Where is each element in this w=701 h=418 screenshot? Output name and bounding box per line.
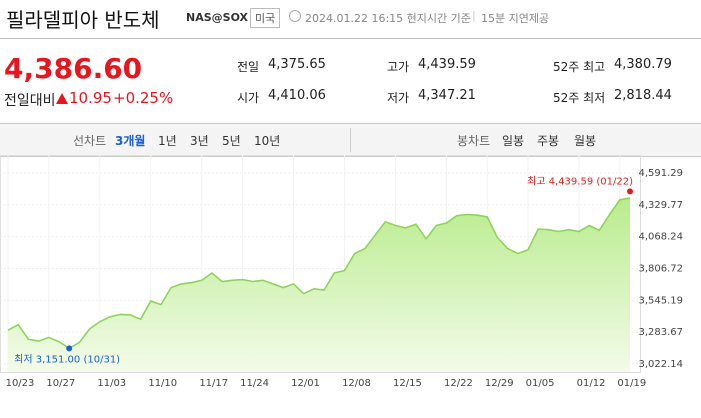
stat-value: 4,439.59 [418,57,476,72]
annotation: 최고 4,439.59 (01/22) [527,175,633,187]
stat-label: 저가 [387,91,410,105]
code: NAS@SOX [186,11,249,24]
market: 미국 [250,8,281,28]
x-tick-label: 10/23 [6,378,35,389]
change-label: 전일대비 [4,93,56,109]
x-tick-label: 11/10 [148,378,177,389]
tab-label: 봉차트 [457,134,491,148]
y-tick-label: 4,591.29 [638,168,683,179]
stat-value: 4,380.79 [614,57,672,72]
stat-label: 전일 [237,60,260,74]
y-tick-label: 4,068.24 [638,232,683,243]
change-pct: +0.25% [113,89,174,107]
x-tick-label: 01/12 [577,378,606,389]
tab-option[interactable]: 3년 [190,134,209,148]
stat-label: 52주 최저 [553,91,606,105]
tab-option[interactable]: 3개월 [115,134,146,148]
tab-option[interactable]: 일봉 [502,134,525,148]
x-tick-label: 12/22 [444,378,473,389]
divider: | [472,9,476,22]
plot-border [0,155,641,373]
stat-label: 52주 최고 [553,60,606,74]
separator [0,38,701,39]
tab-option[interactable]: 월봉 [574,134,597,148]
delay: 15분 지연제공 [481,12,550,25]
tab-divider [350,128,351,152]
tab-option[interactable]: 10년 [254,134,281,148]
up-arrow [56,93,68,104]
stat-value: 4,347.21 [418,88,476,103]
stat-value: 4,410.06 [268,88,326,103]
y-tick-label: 3,283.67 [638,327,683,338]
y-tick-label: 3,022.14 [638,359,683,370]
x-tick-label: 12/29 [485,378,514,389]
y-tick-label: 3,806.72 [638,263,683,274]
stat-value: 4,375.65 [268,57,326,72]
clock-icon [289,10,301,22]
area-fill [8,197,630,372]
tab-option[interactable]: 주봉 [537,134,560,148]
y-tick-label: 4,329.77 [638,200,683,211]
price: 4,386.60 [4,52,143,85]
tab-option[interactable]: 1년 [158,134,177,148]
line [7,197,631,350]
chart: 3,022.14 3,283.67 3,545.19 3,806.72 4,068.24… [0,155,683,389]
annotation: 최저 3,151.00 (10/31) [14,353,120,365]
x-tick-label: 11/17 [199,378,228,389]
stat-label: 시가 [237,91,260,105]
x-tick-label: 12/01 [291,378,320,389]
stat-label: 고가 [387,60,410,74]
timestamp: 2024.01.22 16:15 현지시간 기준 [305,12,471,25]
extreme-dot [66,345,73,352]
title: 필라델피아 반도체 [6,8,160,32]
x-tick-label: 12/15 [393,378,422,389]
x-tick-label: 12/08 [342,378,371,389]
x-tick-label: 01/19 [617,378,646,389]
x-tick-label: 11/24 [240,378,269,389]
stat-value: 2,818.44 [614,88,672,103]
change: 10.95 [69,89,112,107]
x-tick-label: 10/27 [46,378,75,389]
x-tick-label: 11/03 [97,378,126,389]
tab-option[interactable]: 5년 [222,134,241,148]
extreme-dot [627,188,633,195]
y-tick-label: 3,545.19 [638,295,683,306]
x-tick-label: 01/05 [526,378,555,389]
tab-label: 선차트 [73,134,107,148]
